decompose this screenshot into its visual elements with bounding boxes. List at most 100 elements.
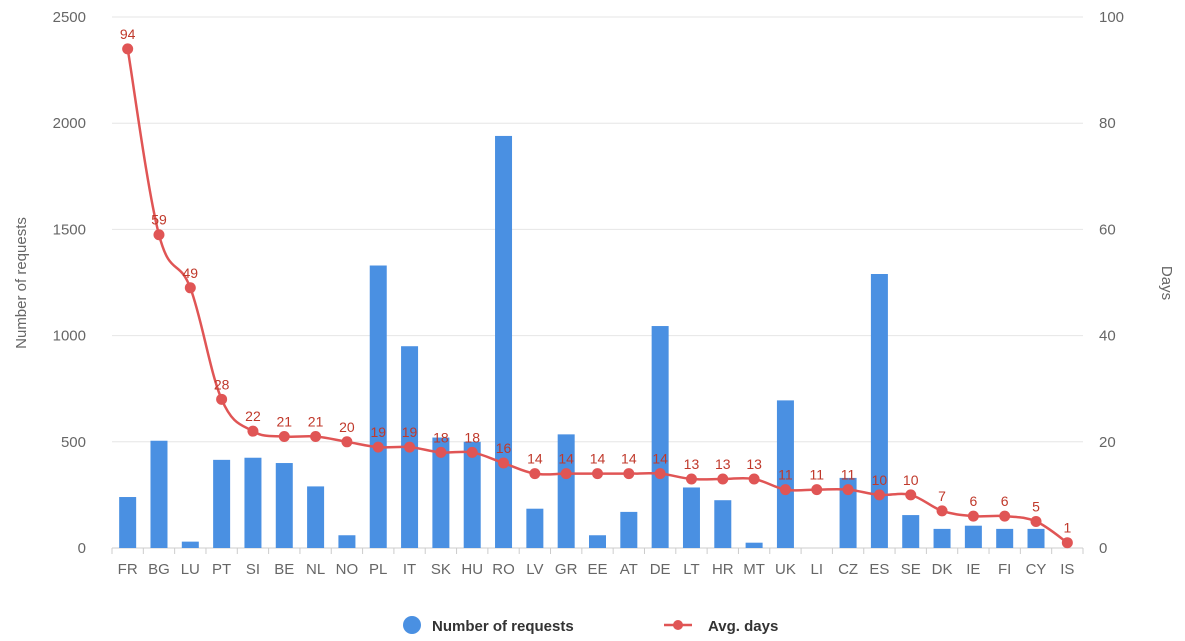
line-point — [404, 441, 416, 453]
bar — [870, 274, 888, 548]
bar — [244, 457, 262, 548]
data-label: 18 — [464, 429, 480, 445]
bar — [526, 508, 544, 548]
line-point — [278, 430, 290, 442]
data-label: 14 — [590, 451, 606, 467]
x-tick-label: MT — [743, 561, 765, 578]
bar — [933, 528, 951, 548]
data-label: 20 — [339, 419, 355, 435]
bar — [682, 487, 700, 548]
x-tick-label: EE — [587, 561, 607, 578]
legend-line-label: Avg. days — [708, 618, 778, 635]
data-label: 21 — [276, 413, 292, 429]
y-tick-left: 2000 — [53, 115, 86, 132]
line-point — [466, 446, 478, 458]
line-point — [529, 468, 541, 480]
bar — [902, 515, 920, 548]
legend[interactable]: Number of requests Avg. days — [403, 616, 778, 635]
data-label: 18 — [433, 429, 449, 445]
x-tick-label: GR — [555, 561, 578, 578]
data-label: 14 — [558, 451, 574, 467]
data-label: 6 — [1001, 493, 1009, 509]
data-label: 94 — [120, 26, 136, 42]
x-tick-label: LU — [181, 561, 200, 578]
bar — [714, 500, 732, 548]
y-tick-left: 500 — [61, 434, 86, 451]
x-tick-label: SE — [901, 561, 921, 578]
bar — [463, 441, 481, 548]
data-label: 11 — [841, 467, 856, 483]
data-label: 14 — [621, 451, 637, 467]
data-label: 13 — [715, 456, 731, 472]
bar — [839, 477, 857, 548]
y-axis-right-title: Days — [1158, 266, 1175, 300]
line-point — [967, 510, 979, 522]
bar — [620, 511, 638, 548]
data-label: 1 — [1063, 520, 1071, 536]
line-point — [999, 510, 1011, 522]
data-label: 21 — [308, 413, 324, 429]
line-point — [654, 468, 666, 480]
data-label: 11 — [778, 467, 793, 483]
data-label: 7 — [938, 488, 946, 504]
line-point — [905, 489, 917, 501]
data-label: 22 — [245, 408, 261, 424]
x-tick-label: CY — [1026, 561, 1047, 578]
x-tick-label: RO — [492, 561, 515, 578]
x-tick-label: FI — [998, 561, 1011, 578]
line-point — [592, 468, 603, 480]
bar — [996, 528, 1014, 548]
x-tick-label: BG — [148, 561, 170, 578]
line-point — [435, 446, 447, 458]
line-point — [936, 505, 948, 517]
line-point — [1030, 515, 1042, 527]
x-tick-label: HR — [712, 561, 734, 578]
y-tick-right: 0 — [1099, 540, 1107, 557]
legend-bar-label: Number of requests — [432, 618, 574, 635]
data-label: 49 — [183, 265, 199, 281]
bar — [745, 542, 763, 548]
bar — [338, 535, 356, 548]
y-tick-right: 80 — [1099, 115, 1116, 132]
x-tick-label: LV — [526, 561, 543, 578]
x-tick-label: DK — [932, 561, 953, 578]
bar — [1027, 528, 1045, 548]
line-point — [247, 425, 259, 437]
bar — [651, 326, 669, 548]
x-tick-label: SK — [431, 561, 451, 578]
line-point — [748, 473, 760, 485]
line-point — [1061, 537, 1073, 549]
x-tick-label: HU — [461, 561, 483, 578]
y-tick-right: 40 — [1099, 328, 1116, 345]
line-point — [842, 484, 854, 496]
x-tick-label: IE — [966, 561, 980, 578]
data-label: 28 — [214, 376, 230, 392]
y-axis-left-ticks: 0 500 1000 1500 2000 2500 — [53, 9, 86, 557]
x-tick-label: BE — [274, 561, 294, 578]
line-point — [560, 468, 572, 480]
x-tick-label: PL — [369, 561, 387, 578]
bar — [432, 437, 450, 548]
line-point — [122, 43, 134, 55]
x-tick-label: FR — [118, 561, 138, 578]
x-tick-label: LI — [811, 561, 824, 578]
line-point — [717, 473, 729, 485]
bar — [557, 434, 575, 548]
bar — [964, 525, 982, 548]
x-axis-categories: FR BG LU PT SI BE NL NO PL IT SK HU RO LV GR EE AT DE LT HR… — [111, 548, 1084, 578]
x-tick-label: CZ — [838, 561, 858, 578]
data-label: 19 — [402, 424, 418, 440]
x-tick-label: NO — [336, 561, 359, 578]
line-point — [153, 229, 165, 241]
x-tick-label: NL — [306, 561, 325, 578]
data-label: 10 — [872, 472, 888, 488]
data-label: 11 — [809, 467, 824, 483]
line-point — [498, 457, 510, 469]
legend-line-dot — [673, 620, 683, 630]
y-tick-right: 100 — [1099, 9, 1124, 26]
y-axis-left-title: Number of requests — [13, 217, 30, 349]
line-point — [341, 436, 353, 448]
line-point — [216, 393, 228, 405]
